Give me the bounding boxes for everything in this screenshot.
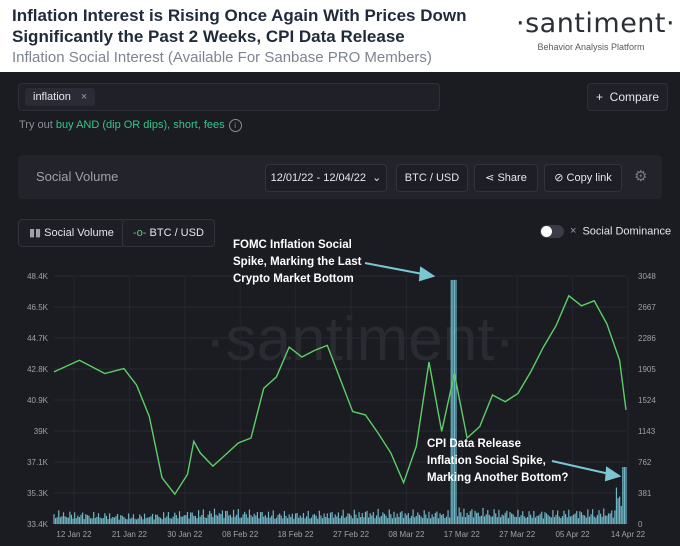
chart-toolbar: Social Volume 12/01/22 - 12/04/22 ⌄ BTC …	[18, 155, 662, 199]
copy-link-label: Copy link	[566, 172, 612, 184]
search-tag[interactable]: inflation ×	[25, 88, 96, 106]
fomc-line-1: FOMC Inflation Social	[233, 239, 352, 251]
cpi-line-3: Marking Another Bottom?	[427, 472, 569, 484]
post-subtitle: Inflation Social Interest (Available For…	[12, 49, 432, 66]
santiment-logo: ·santiment· Behavior Analysis Platform	[516, 8, 676, 52]
hint-prefix: Try out	[19, 119, 56, 131]
plus-icon: +	[595, 90, 603, 104]
cpi-line-2: Inflation Social Spike,	[427, 455, 546, 467]
cpi-annotation: CPI Data Release Inflation Social Spike,…	[427, 436, 568, 487]
share-label: Share	[497, 172, 527, 184]
social-dominance-label: Social Dominance	[582, 225, 672, 238]
copy-link-button[interactable]: ⊘ Copy link	[544, 164, 622, 192]
post-header: Inflation Interest is Rising Once Again …	[0, 0, 680, 72]
bar-chart-icon: ▮▮	[29, 227, 42, 239]
legend-social-volume-label: Social Volume	[44, 227, 114, 239]
cpi-line-1: CPI Data Release	[427, 438, 521, 450]
date-range-label: 12/01/22 - 12/04/22	[270, 172, 367, 184]
search-hint: Try out buy AND (dip OR dips), short, fe…	[19, 119, 242, 132]
title-line-2: Significantly the Past 2 Weeks, CPI Data…	[12, 27, 405, 46]
close-icon[interactable]: ×	[80, 91, 88, 103]
legend-social-volume[interactable]: ▮▮ Social Volume	[18, 219, 125, 247]
link-icon: ⊘	[554, 172, 564, 184]
search-tag-label: inflation	[33, 91, 71, 103]
legend-btc-usd[interactable]: -o- BTC / USD	[122, 219, 215, 247]
title-line-1: Inflation Interest is Rising Once Again …	[12, 6, 467, 25]
gear-icon[interactable]: ⚙	[634, 168, 648, 185]
fomc-annotation: FOMC Inflation Social Spike, Marking the…	[233, 237, 361, 288]
info-icon[interactable]: i	[228, 119, 242, 132]
dominance-x-icon: ×	[570, 225, 577, 238]
share-icon: ⋖	[485, 172, 495, 184]
toggle-switch[interactable]	[540, 225, 564, 238]
compare-label: Compare	[609, 90, 660, 104]
line-chart-icon: -o-	[133, 227, 147, 239]
fomc-line-2: Spike, Marking the Last	[233, 256, 362, 268]
legend-btc-usd-label: BTC / USD	[149, 227, 204, 239]
post-title: Inflation Interest is Rising Once Again …	[12, 5, 512, 47]
fomc-line-3: Crypto Market Bottom	[233, 273, 354, 285]
sanbase-app: inflation × + Compare Try out buy AND (di…	[0, 72, 680, 546]
pair-selector[interactable]: BTC / USD	[396, 164, 468, 192]
compare-button[interactable]: + Compare	[587, 83, 668, 111]
chart-title: Social Volume	[36, 169, 119, 184]
search-input[interactable]: inflation ×	[18, 83, 440, 111]
chevron-down-icon: ⌄	[372, 172, 382, 184]
share-button[interactable]: ⋖ Share	[474, 164, 538, 192]
date-range-picker[interactable]: 12/01/22 - 12/04/22 ⌄	[265, 164, 387, 192]
social-dominance-toggle[interactable]: × Social Dominance	[540, 225, 671, 238]
hint-query-link[interactable]: buy AND (dip OR dips), short, fees	[55, 119, 225, 131]
logo-tagline: Behavior Analysis Platform	[537, 42, 645, 52]
logo-wordmark: ·santiment·	[516, 8, 676, 39]
